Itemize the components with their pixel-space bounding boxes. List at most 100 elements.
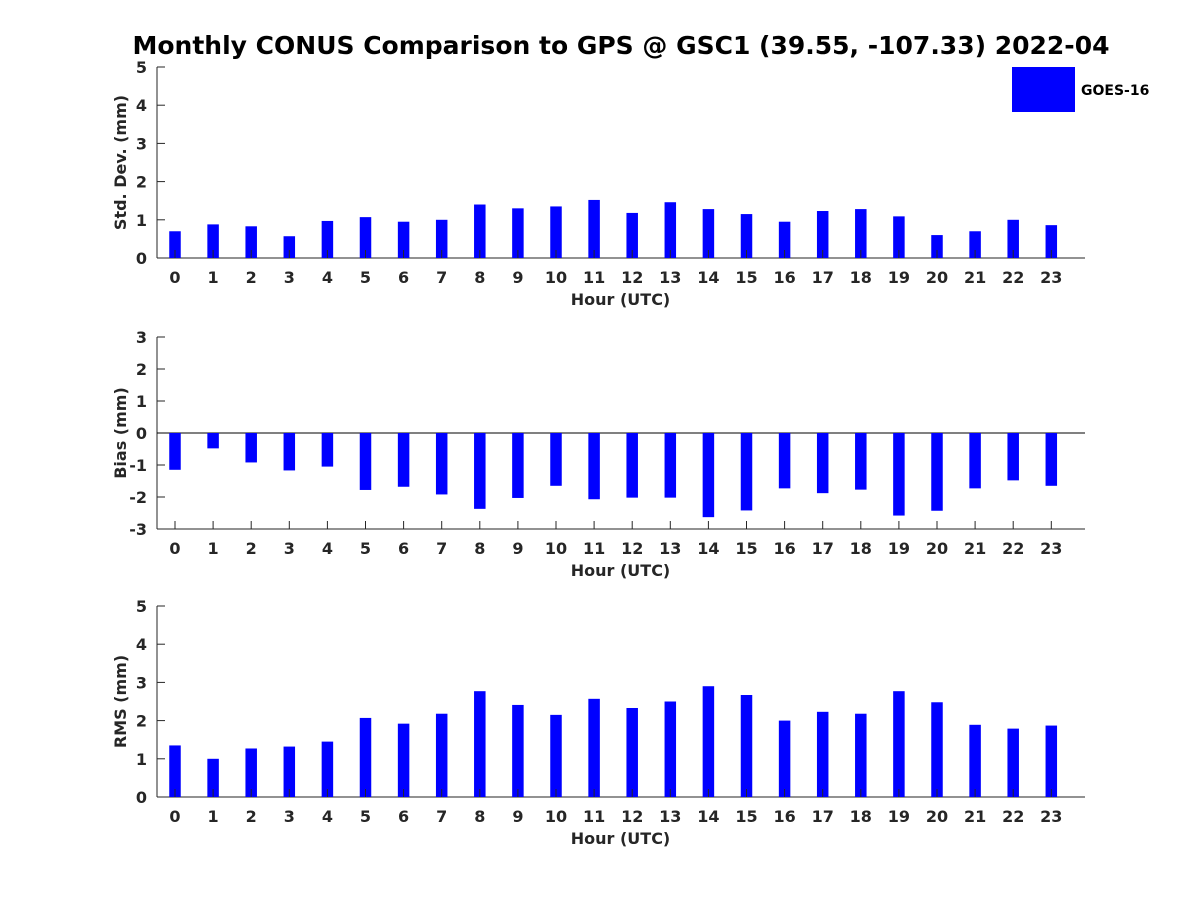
bias-bar <box>397 433 410 487</box>
rms-bar <box>550 714 562 797</box>
std-dev-x-tick-label: 5 <box>360 268 371 287</box>
bias-x-tick-label: 19 <box>888 539 910 558</box>
rms-x-tick-label: 19 <box>888 807 910 826</box>
std-dev-bar <box>435 219 448 258</box>
std-dev-y-tick-label: 3 <box>136 134 147 153</box>
rms-bar <box>474 691 486 797</box>
rms-y-tick-label: 3 <box>136 673 147 692</box>
std-dev-bar <box>1007 219 1019 258</box>
std-dev-x-tick-label: 9 <box>512 268 523 287</box>
std-dev-x-tick-label: 11 <box>583 268 605 287</box>
bias-x-tick-label: 14 <box>697 539 719 558</box>
std-dev-x-tick-label: 1 <box>208 268 219 287</box>
std-dev-bar <box>550 206 562 258</box>
bias-bar <box>321 433 334 467</box>
std-dev-y-tick-label: 4 <box>136 96 147 115</box>
std-dev-bar <box>626 212 638 258</box>
rms-bar <box>245 748 257 797</box>
std-dev-x-tick-label: 13 <box>659 268 681 287</box>
bias-bar <box>969 433 981 489</box>
bias-x-tick-label: 7 <box>436 539 447 558</box>
std-dev-bar <box>207 224 219 258</box>
bias-x-tick-label: 4 <box>322 539 333 558</box>
rms-y-tick-label: 1 <box>136 750 147 769</box>
rms-bar <box>855 713 867 797</box>
rms-bar <box>397 723 410 797</box>
rms-bar <box>169 745 181 797</box>
std-dev-x-tick-label: 6 <box>398 268 409 287</box>
std-dev-bar <box>893 216 905 258</box>
bias-bar <box>512 433 524 498</box>
bias-bar <box>474 433 486 509</box>
rms-y-axis-label: RMS (mm) <box>111 655 130 748</box>
rms-x-tick-label: 10 <box>545 807 567 826</box>
rms-bar <box>588 698 600 797</box>
std-dev-bar <box>855 209 867 258</box>
std-dev-bar <box>321 220 334 258</box>
bias-bar <box>169 433 181 470</box>
bias-bar <box>702 433 715 518</box>
bias-bar <box>778 433 791 489</box>
std-dev-x-tick-label: 4 <box>322 268 333 287</box>
bias-bar <box>588 433 600 500</box>
rms-bar <box>931 702 943 797</box>
std-dev-x-tick-label: 7 <box>436 268 447 287</box>
rms-bar <box>778 720 791 797</box>
rms-x-tick-label: 22 <box>1002 807 1024 826</box>
std-dev-bar <box>512 208 524 258</box>
rms-bar <box>969 724 981 797</box>
rms-bar <box>321 741 334 797</box>
rms-x-tick-label: 4 <box>322 807 333 826</box>
bias-y-tick-label: 0 <box>136 424 147 443</box>
bias-x-tick-label: 22 <box>1002 539 1024 558</box>
rms-x-tick-label: 23 <box>1040 807 1062 826</box>
std-dev-bar <box>740 214 753 258</box>
std-dev-x-tick-label: 10 <box>545 268 567 287</box>
rms-x-tick-label: 18 <box>850 807 872 826</box>
std-dev-x-tick-label: 19 <box>888 268 910 287</box>
rms-x-tick-label: 20 <box>926 807 948 826</box>
rms-x-tick-label: 2 <box>246 807 257 826</box>
bias-bar <box>550 433 562 486</box>
rms-x-tick-label: 6 <box>398 807 409 826</box>
bias-bar <box>740 433 753 511</box>
bias-x-tick-label: 16 <box>773 539 795 558</box>
std-dev-bar <box>474 204 486 258</box>
rms-x-tick-label: 9 <box>512 807 523 826</box>
rms-y-tick-label: 2 <box>136 712 147 731</box>
bias-x-tick-label: 12 <box>621 539 643 558</box>
std-dev-bar <box>359 217 372 258</box>
figure-title: Monthly CONUS Comparison to GPS @ GSC1 (… <box>133 31 1110 60</box>
rms-x-tick-label: 5 <box>360 807 371 826</box>
bias-y-tick-label: 3 <box>136 328 147 347</box>
legend-label: GOES-16 <box>1081 83 1149 99</box>
rms-x-tick-label: 8 <box>474 807 485 826</box>
std-dev-x-tick-label: 3 <box>284 268 295 287</box>
rms-x-tick-label: 16 <box>773 807 795 826</box>
bias-x-tick-label: 1 <box>208 539 219 558</box>
bias-y-axis-label: Bias (mm) <box>111 387 130 479</box>
rms-bar <box>435 713 448 797</box>
std-dev-x-tick-label: 21 <box>964 268 986 287</box>
std-dev-x-tick-label: 2 <box>246 268 257 287</box>
std-dev-y-axis-label: Std. Dev. (mm) <box>111 95 130 230</box>
std-dev-bar <box>931 235 943 258</box>
rms-x-tick-label: 12 <box>621 807 643 826</box>
bias-x-tick-label: 3 <box>284 539 295 558</box>
std-dev-x-tick-label: 8 <box>474 268 485 287</box>
bias-bar <box>1045 433 1058 486</box>
std-dev-y-tick-label: 5 <box>136 58 147 77</box>
rms-x-tick-label: 1 <box>208 807 219 826</box>
std-dev-x-tick-label: 18 <box>850 268 872 287</box>
bias-bar <box>893 433 905 516</box>
bias-x-tick-label: 2 <box>246 539 257 558</box>
std-dev-bar <box>702 209 715 258</box>
rms-bar <box>626 707 638 797</box>
rms-bar <box>893 691 905 797</box>
bias-bar <box>855 433 867 490</box>
bias-bar <box>283 433 296 471</box>
rms-bar <box>702 686 715 797</box>
